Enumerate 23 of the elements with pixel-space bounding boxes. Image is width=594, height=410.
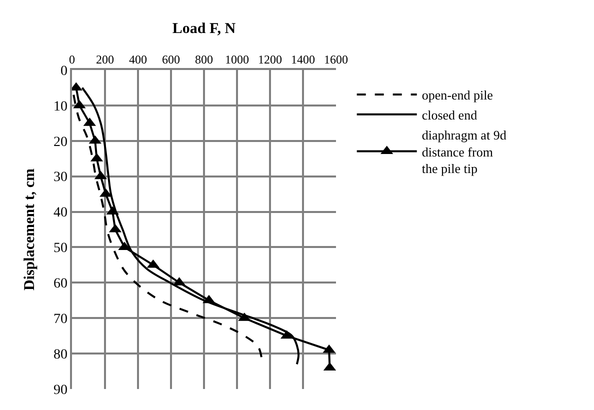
- x-tick-label: 1200: [258, 52, 282, 66]
- x-tick-label: 800: [195, 52, 213, 66]
- y-tick-label: 20: [53, 134, 68, 150]
- x-tick-label: 1400: [291, 52, 315, 66]
- y-tick-label: 60: [53, 276, 68, 292]
- x-tick-label: 200: [96, 52, 114, 66]
- legend-label: diaphragm at 9d distance from the pile tip: [422, 127, 507, 176]
- y-tick-label: 40: [53, 206, 68, 221]
- legend-label: closed end: [422, 107, 478, 122]
- y-tick-label: 30: [53, 170, 68, 186]
- y-tick-label: 90: [53, 382, 68, 398]
- x-tick-label: 600: [162, 52, 180, 66]
- x-tick-label: 400: [129, 52, 147, 66]
- legend-label: open-end pile: [422, 88, 494, 103]
- x-tick-label: 1000: [225, 52, 249, 66]
- y-tick-label: 50: [53, 241, 68, 256]
- y-tick-label: 80: [53, 347, 68, 362]
- y-axis-title: Displacement t, cm: [22, 168, 38, 291]
- y-tick-label: 70: [53, 312, 68, 328]
- y-tick-label: 0: [60, 64, 68, 79]
- y-tick-label: 10: [53, 99, 68, 114]
- x-tick-label: 1600: [324, 52, 348, 66]
- x-axis-title: Load F, N: [172, 21, 236, 38]
